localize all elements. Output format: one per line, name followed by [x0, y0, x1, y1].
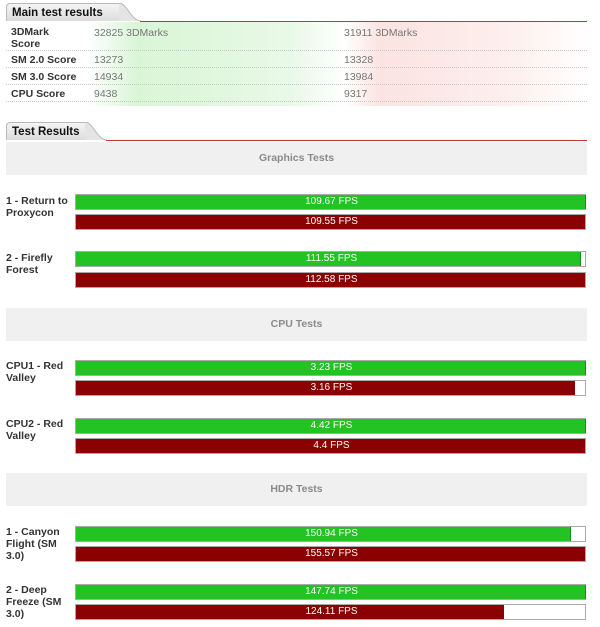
table-row: CPU Score 9438 9317 [6, 85, 587, 102]
red-bar: 155.57 FPS [75, 546, 586, 562]
green-fps: 150.94 FPS [305, 528, 358, 539]
category-header-graphics: Graphics Tests [6, 142, 587, 175]
score-b: 13328 [344, 54, 374, 66]
green-bar-fill [76, 361, 586, 375]
red-bar-fill [76, 547, 585, 561]
main-results-tab: Main test results [6, 3, 141, 22]
green-bar-fill [76, 195, 586, 209]
green-fps: 109.67 FPS [305, 196, 358, 207]
test-label: CPU2 - Red Valley [6, 418, 64, 442]
test-label: 2 - Deep Freeze (SM 3.0) [6, 584, 62, 620]
green-bar: 147.74 FPS [75, 584, 586, 600]
green-bar: 109.67 FPS [75, 194, 586, 210]
red-fps: 155.57 FPS [305, 548, 358, 559]
score-a: 9438 [94, 88, 118, 100]
category-header-hdr: HDR Tests [6, 473, 587, 506]
tab-curve-icon [85, 122, 107, 141]
score-a: 13273 [94, 54, 124, 66]
red-bar: 109.55 FPS [75, 214, 586, 230]
green-bar-fill [76, 252, 581, 266]
red-fps: 112.58 FPS [305, 274, 358, 285]
tab-curve-icon [119, 3, 141, 22]
test-label: 1 - Canyon Flight (SM 3.0) [6, 526, 60, 562]
main-results-divider [140, 21, 587, 22]
row-label: CPU Score [11, 88, 66, 100]
test-results-title: Test Results [12, 126, 80, 138]
green-fps: 3.23 FPS [310, 362, 353, 373]
main-results-title: Main test results [12, 7, 103, 19]
table-row: SM 2.0 Score 13273 13328 [6, 51, 587, 68]
red-bar: 112.58 FPS [75, 272, 586, 288]
test-results-divider [106, 140, 587, 141]
green-fps: 4.42 FPS [310, 420, 353, 431]
red-bar-fill [76, 215, 585, 229]
row-label: SM 3.0 Score [11, 71, 77, 83]
green-fps: 111.55 FPS [305, 253, 358, 264]
red-fps: 3.16 FPS [310, 382, 353, 393]
green-bar: 111.55 FPS [75, 251, 586, 267]
score-a: 14934 [94, 71, 124, 83]
red-bar-fill [76, 273, 585, 287]
score-b: 13984 [344, 71, 374, 83]
green-fps: 147.74 FPS [305, 586, 358, 597]
red-bar: 4.4 FPS [75, 438, 586, 454]
red-bar-fill [76, 605, 504, 619]
red-bar: 3.16 FPS [75, 380, 586, 396]
table-row: SM 3.0 Score 14934 13984 [6, 68, 587, 85]
green-bar: 3.23 FPS [75, 360, 586, 376]
row-label: SM 2.0 Score [11, 54, 77, 66]
red-fps: 124.11 FPS [305, 606, 358, 617]
test-label: 1 - Return to Proxycon [6, 195, 68, 219]
score-a: 32825 3DMarks [94, 27, 169, 39]
red-fps: 109.55 FPS [305, 216, 358, 227]
row-label: 3DMark Score [11, 26, 49, 50]
red-bar: 124.11 FPS [75, 604, 586, 620]
score-b: 9317 [344, 88, 368, 100]
category-header-cpu: CPU Tests [6, 308, 587, 341]
test-label: CPU1 - Red Valley [6, 360, 64, 384]
green-column-bg [86, 22, 344, 106]
green-bar-fill [76, 527, 571, 541]
green-bar-fill [76, 419, 586, 433]
red-bar-fill [76, 439, 585, 453]
red-bar-fill [76, 381, 575, 395]
green-bar: 150.94 FPS [75, 526, 586, 542]
green-bar: 4.42 FPS [75, 418, 586, 434]
test-label: 2 - Firefly Forest [6, 252, 53, 276]
score-b: 31911 3DMarks [344, 27, 418, 39]
table-row: 3DMark Score 32825 3DMarks 31911 3DMarks [6, 22, 587, 51]
test-results-tab: Test Results [6, 122, 107, 141]
red-column-bg [344, 22, 587, 106]
red-fps: 4.4 FPS [313, 440, 350, 451]
green-bar-fill [76, 585, 586, 599]
